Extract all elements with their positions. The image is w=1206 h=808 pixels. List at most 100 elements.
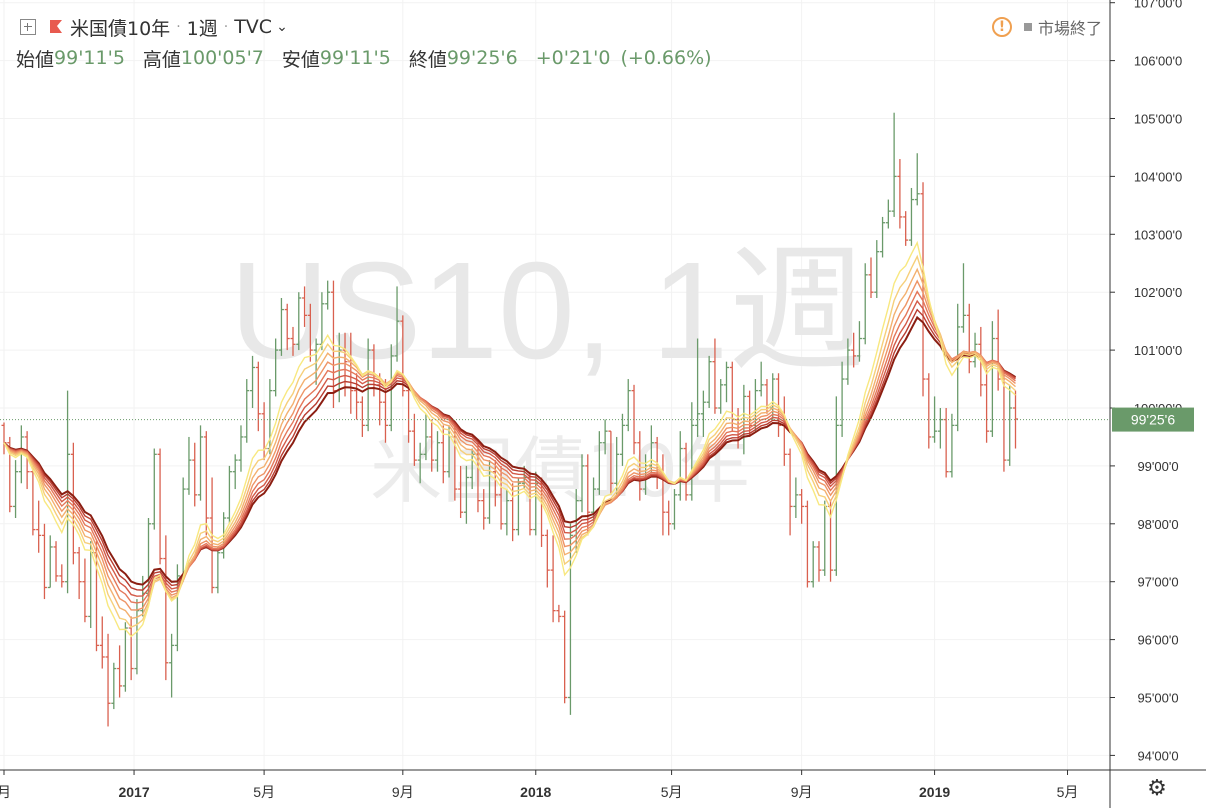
- ohlc-bar: [914, 153, 920, 206]
- ohlc-bar: [671, 489, 677, 530]
- time-tick-label: 2018: [520, 784, 551, 800]
- chevron-down-icon[interactable]: ⌄: [276, 19, 288, 35]
- ohlc-bar: [411, 413, 417, 466]
- ohlc-bar: [105, 633, 111, 727]
- ohlc-bar: [226, 465, 232, 524]
- ohlc-bar: [515, 477, 521, 536]
- plus-box-icon[interactable]: [20, 19, 36, 35]
- ohlc-bar: [290, 326, 296, 356]
- ohlc-bar: [579, 454, 585, 513]
- ohlc-bar: [822, 500, 828, 576]
- ohlc-bar: [781, 396, 787, 466]
- ohlc-bar: [134, 599, 140, 675]
- ohlc-bar: [47, 535, 53, 589]
- ohlc-bar: [937, 408, 943, 449]
- ohlc-bar: [804, 500, 810, 588]
- market-status: ! 市場終了: [991, 15, 1102, 39]
- ohlc-bar: [417, 442, 423, 484]
- ohlc-bar: [614, 436, 620, 495]
- ohlc-bar: [1, 422, 7, 455]
- ohlc-bar: [972, 332, 978, 368]
- ohlc-bar: [1001, 373, 1007, 472]
- ohlc-bar: [897, 159, 903, 229]
- ohlc-bar: [695, 338, 701, 437]
- ohlc-bar: [24, 431, 30, 490]
- source-label[interactable]: TVC: [234, 16, 273, 38]
- ohlc-bar: [82, 558, 88, 623]
- close-value: 99'25'6: [446, 47, 518, 69]
- price-tick-label: 94'00'0: [1137, 748, 1178, 763]
- ohlc-bar: [851, 332, 857, 368]
- status-indicator: [1023, 23, 1032, 31]
- low-value: 99'11'5: [319, 47, 391, 69]
- ohlc-bar: [458, 465, 464, 519]
- ohlc-bar: [273, 338, 279, 397]
- ohlc-bar: [920, 182, 926, 397]
- time-tick-label: 5月: [1057, 784, 1079, 800]
- price-axis: 107'00'0 106'00'0 105'00'0 104'00'0 103'00'0…: [1110, 0, 1182, 763]
- ohlc-bar: [53, 541, 59, 582]
- current-price-tag: 99'25'6: [1112, 407, 1194, 432]
- ohlc-bar: [307, 303, 313, 362]
- ohlc-bar: [111, 662, 117, 710]
- ohlc-bar: [995, 309, 1001, 391]
- ohlc-bar: [238, 425, 244, 472]
- ohlc-bar: [70, 442, 76, 565]
- watermark-symbol: US10, 1週: [230, 234, 867, 388]
- ohlc-bar: [891, 112, 897, 217]
- ohlc-bar: [677, 431, 683, 501]
- ohlc-bar: [342, 332, 348, 397]
- ohlc-bar: [966, 303, 972, 374]
- ohlc-bar: [556, 604, 562, 623]
- time-tick-label: 9月: [791, 784, 813, 800]
- ohlc-bar: [423, 413, 429, 461]
- ohlc-bar: [960, 263, 966, 333]
- symbol-name[interactable]: 米国債10年: [70, 17, 171, 40]
- open-label: 始値: [16, 48, 55, 71]
- ohlc-bar: [359, 396, 365, 437]
- ohlc-bar: [839, 361, 845, 437]
- price-tick-label: 105'00'0: [1134, 112, 1182, 127]
- ohlc-bar: [903, 211, 909, 246]
- gear-icon[interactable]: ⚙: [1147, 776, 1167, 801]
- current-price-label: 99'25'6: [1131, 412, 1175, 428]
- flag-icon: [50, 20, 62, 33]
- interval-label[interactable]: 1週: [186, 17, 218, 40]
- ohlc-bar: [186, 436, 192, 495]
- ohlc-bar: [989, 321, 995, 437]
- ohlc-bar: [689, 402, 695, 501]
- ohlc-bar: [712, 338, 718, 414]
- ohlc-bar: [429, 419, 435, 472]
- ohlc-bar: [510, 483, 516, 542]
- ohlc-bar: [122, 622, 128, 692]
- ohlc-bar: [949, 413, 955, 478]
- ohlc-bar: [856, 321, 862, 362]
- ohlc-bar: [13, 460, 19, 519]
- ohlc-bar: [192, 442, 198, 507]
- ohlc-bar: [325, 280, 331, 310]
- time-axis: 月 2017 5月 9月 2018 5月 9月 2019 5月: [0, 770, 1078, 800]
- ohlc-bar: [787, 448, 793, 536]
- ohlc-bar: [504, 489, 510, 536]
- ohlc-bar: [169, 633, 175, 698]
- ohlc-bar: [244, 379, 250, 443]
- ohlc-bar: [151, 448, 157, 530]
- ohlc-bar: [163, 535, 169, 681]
- ohlc-bar: [203, 431, 209, 536]
- ohlc-bar: [602, 419, 608, 455]
- ohlc-bar: [874, 240, 880, 298]
- ohlc-bar: [637, 431, 643, 501]
- alert-icon[interactable]: !: [991, 17, 1012, 37]
- ohlc-bar: [700, 390, 706, 437]
- ohlc-bar: [481, 489, 487, 530]
- ohlc-bar: [261, 402, 267, 461]
- ohlc-bar: [117, 645, 123, 698]
- ohlc-bar: [718, 379, 724, 414]
- price-tick-label: 106'00'0: [1134, 54, 1182, 69]
- ohlc-bar: [666, 500, 672, 536]
- ohlc-bar: [747, 390, 753, 437]
- ohlc-bar: [758, 361, 764, 397]
- ohlc-bars: [1, 112, 1018, 727]
- high-value: 100'05'7: [180, 47, 264, 69]
